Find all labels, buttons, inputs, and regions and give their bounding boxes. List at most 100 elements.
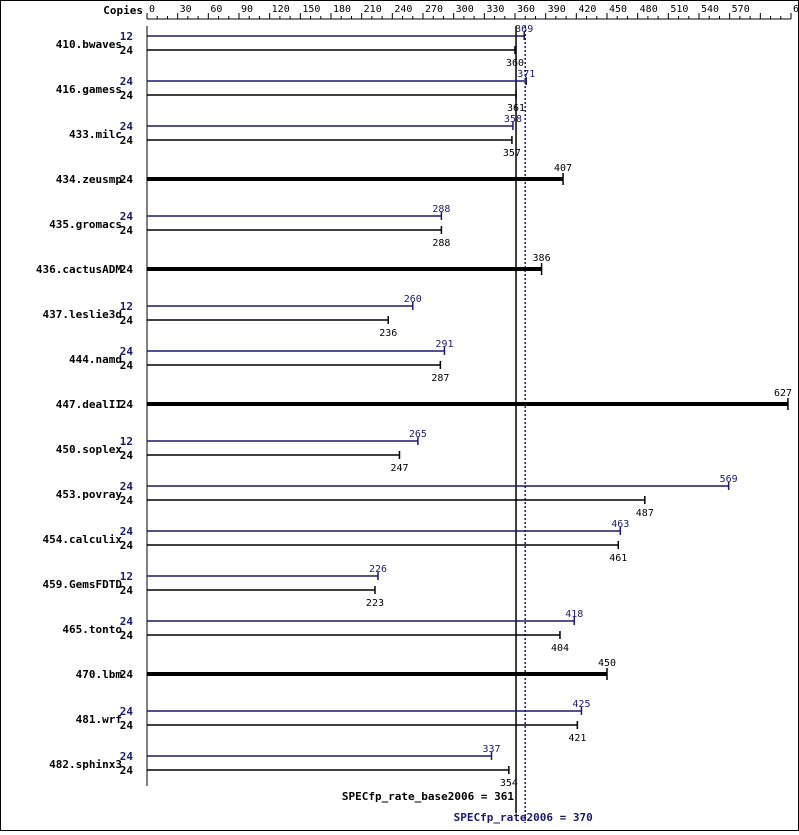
x-tick-label: 450: [609, 4, 627, 15]
base-value-label: 357: [503, 148, 521, 159]
x-tick-label: 330: [486, 4, 504, 15]
peak-value-label: 265: [409, 429, 427, 440]
base-copies-label: 24: [120, 134, 134, 147]
base-value-label: 354: [500, 778, 518, 789]
x-tick-label: 390: [548, 4, 566, 15]
peak-copies-label: 24: [120, 525, 134, 538]
base-value-label: 361: [507, 103, 525, 114]
x-tick-label: 300: [456, 4, 474, 15]
base-copies-label: 24: [120, 539, 134, 552]
base-summary-label: SPECfp_rate_base2006 = 361: [342, 790, 515, 803]
base-copies-label: 24: [120, 224, 134, 237]
benchmark-label: 465.tonto: [62, 623, 122, 636]
base-value-label: 223: [366, 598, 384, 609]
peak-value-label: 226: [369, 564, 387, 575]
x-tick-label: 240: [394, 4, 412, 15]
benchmark-label: 434.zeusmp: [56, 173, 123, 186]
benchmark-label: 437.leslie3d: [43, 308, 122, 321]
peak-value-label: 569: [720, 474, 738, 485]
peak-copies-label: 12: [120, 435, 133, 448]
benchmark-label: 410.bwaves: [56, 38, 122, 51]
base-copies-label: 24: [120, 764, 134, 777]
peak-value-label: 260: [404, 294, 422, 305]
x-tick-label: 570: [732, 4, 750, 15]
x-tick-label: 360: [517, 4, 535, 15]
peak-value-label: 371: [517, 69, 535, 80]
base-copies-label: 24: [120, 44, 134, 57]
peak-summary-label: SPECfp_rate2006 = 370: [454, 811, 593, 824]
base-copies-label: 24: [120, 494, 134, 507]
x-tick-label: 0: [149, 4, 155, 15]
benchmark-label: 470.lbm: [76, 668, 123, 681]
base-copies-label: 24: [120, 719, 134, 732]
base-copies-label: 24: [120, 89, 134, 102]
x-tick-label: 540: [701, 4, 719, 15]
base-value-label: 421: [568, 733, 586, 744]
base-value-label: 236: [379, 328, 397, 339]
base-copies-label: 24: [120, 629, 134, 642]
base-copies-label: 24: [120, 398, 134, 411]
x-tick-label: 270: [425, 4, 443, 15]
base-value-label: 487: [636, 508, 654, 519]
base-value-label: 407: [554, 163, 572, 174]
benchmark-label: 453.povray: [56, 488, 123, 501]
peak-copies-label: 24: [120, 75, 134, 88]
x-tick-label: 480: [640, 4, 658, 15]
benchmark-label: 435.gromacs: [49, 218, 122, 231]
peak-copies-label: 24: [120, 210, 134, 223]
benchmark-label: 482.sphinx3: [49, 758, 122, 771]
benchmark-label: 481.wrf: [76, 713, 122, 726]
base-value-label: 461: [609, 553, 627, 564]
benchmark-label: 416.gamess: [56, 83, 122, 96]
benchmark-label: 454.calculix: [43, 533, 123, 546]
base-value-label: 386: [533, 253, 551, 264]
peak-value-label: 337: [482, 744, 500, 755]
peak-copies-label: 24: [120, 615, 134, 628]
benchmark-label: 450.soplex: [56, 443, 123, 456]
base-copies-label: 24: [120, 359, 134, 372]
x-tick-label: 510: [670, 4, 688, 15]
base-value-label: 360: [506, 58, 524, 69]
x-tick-label: 120: [272, 4, 290, 15]
x-tick-label: 60: [210, 4, 222, 15]
base-value-label: 288: [432, 238, 450, 249]
base-copies-label: 24: [120, 314, 134, 327]
peak-copies-label: 12: [120, 300, 133, 313]
x-tick-label: 30: [180, 4, 192, 15]
peak-copies-label: 12: [120, 570, 133, 583]
peak-copies-label: 12: [120, 30, 133, 43]
peak-value-label: 291: [435, 339, 453, 350]
x-tick-label: 150: [302, 4, 320, 15]
benchmark-label: 433.milc: [69, 128, 122, 141]
peak-copies-label: 24: [120, 120, 134, 133]
peak-copies-label: 24: [120, 345, 134, 358]
x-tick-label: 180: [333, 4, 351, 15]
peak-copies-label: 24: [120, 705, 134, 718]
peak-value-label: 418: [565, 609, 583, 620]
peak-copies-label: 24: [120, 480, 134, 493]
base-value-label: 287: [431, 373, 449, 384]
base-copies-label: 24: [120, 173, 134, 186]
peak-value-label: 369: [515, 24, 533, 35]
base-value-label: 627: [774, 388, 792, 399]
x-tick-label: 420: [578, 4, 596, 15]
peak-value-label: 358: [504, 114, 522, 125]
base-copies-label: 24: [120, 449, 134, 462]
base-value-label: 404: [551, 643, 569, 654]
base-value-label: 247: [390, 463, 408, 474]
base-copies-label: 24: [120, 263, 134, 276]
benchmark-label: 436.cactusADM: [36, 263, 122, 276]
peak-value-label: 288: [432, 204, 450, 215]
benchmark-label: 459.GemsFDTD: [43, 578, 123, 591]
x-tick-label: 210: [364, 4, 382, 15]
x-tick-label: 630: [793, 4, 798, 15]
benchmark-label: 447.dealII: [56, 398, 122, 411]
x-tick-label: 90: [241, 4, 253, 15]
benchmark-label: 444.namd: [69, 353, 122, 366]
peak-value-label: 463: [611, 519, 629, 530]
base-value-label: 450: [598, 658, 616, 669]
copies-header: Copies: [103, 4, 143, 17]
base-copies-label: 24: [120, 584, 134, 597]
